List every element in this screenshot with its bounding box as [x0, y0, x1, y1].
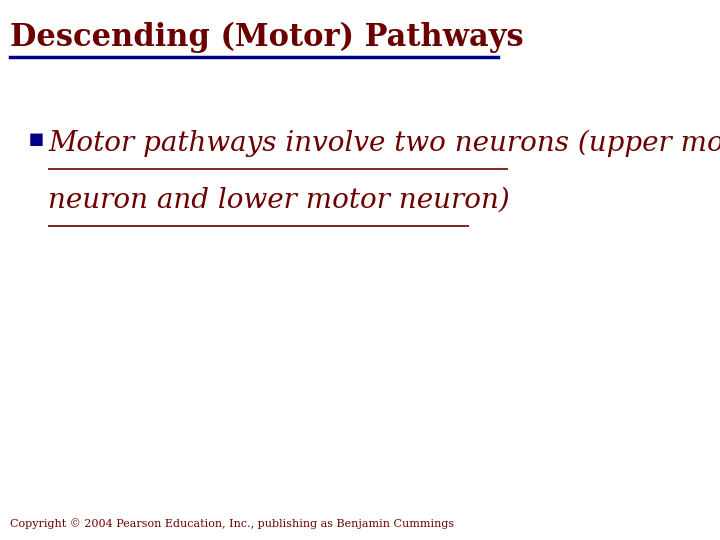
Text: ▪: ▪ — [28, 127, 45, 151]
Text: neuron and lower motor neuron): neuron and lower motor neuron) — [48, 186, 510, 213]
Text: Copyright © 2004 Pearson Education, Inc., publishing as Benjamin Cummings: Copyright © 2004 Pearson Education, Inc.… — [10, 518, 454, 529]
Text: Motor pathways involve two neurons (upper motor: Motor pathways involve two neurons (uppe… — [48, 130, 720, 157]
Text: Descending (Motor) Pathways: Descending (Motor) Pathways — [10, 22, 523, 53]
